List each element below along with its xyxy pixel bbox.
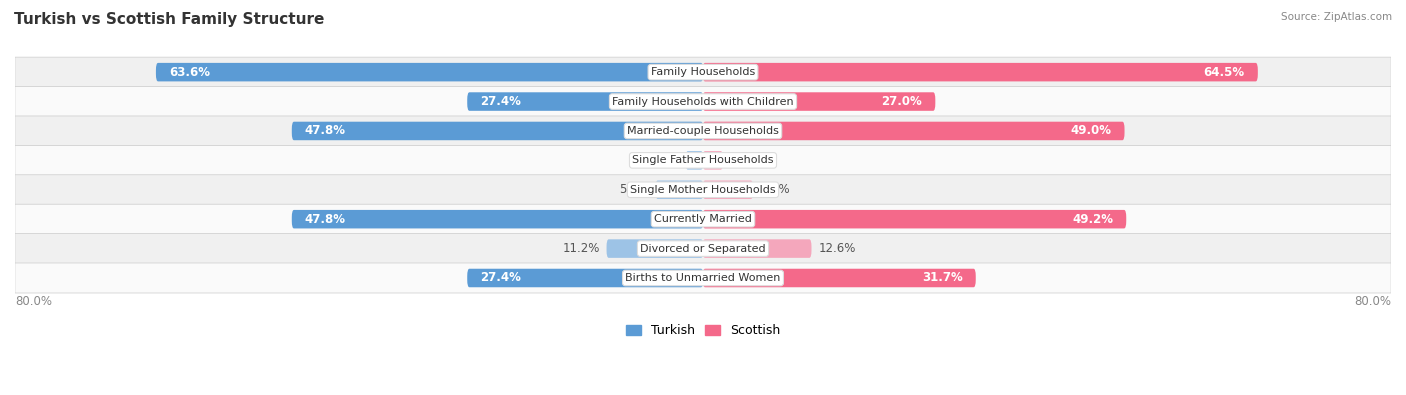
FancyBboxPatch shape xyxy=(703,151,723,169)
FancyBboxPatch shape xyxy=(15,204,1391,234)
FancyBboxPatch shape xyxy=(703,181,754,199)
FancyBboxPatch shape xyxy=(15,57,1391,87)
FancyBboxPatch shape xyxy=(15,263,1391,293)
FancyBboxPatch shape xyxy=(703,239,811,258)
Text: Family Households with Children: Family Households with Children xyxy=(612,96,794,107)
FancyBboxPatch shape xyxy=(703,122,1125,140)
Text: 11.2%: 11.2% xyxy=(562,242,600,255)
Text: Family Households: Family Households xyxy=(651,67,755,77)
Text: 5.8%: 5.8% xyxy=(759,183,789,196)
FancyBboxPatch shape xyxy=(156,63,703,81)
Text: Married-couple Households: Married-couple Households xyxy=(627,126,779,136)
Legend: Turkish, Scottish: Turkish, Scottish xyxy=(621,320,785,342)
FancyBboxPatch shape xyxy=(15,87,1391,117)
FancyBboxPatch shape xyxy=(15,175,1391,205)
Text: 27.4%: 27.4% xyxy=(481,95,522,108)
Text: 64.5%: 64.5% xyxy=(1204,66,1244,79)
Text: 80.0%: 80.0% xyxy=(1354,295,1391,308)
Text: 2.3%: 2.3% xyxy=(730,154,759,167)
FancyBboxPatch shape xyxy=(606,239,703,258)
Text: 49.0%: 49.0% xyxy=(1070,124,1112,137)
FancyBboxPatch shape xyxy=(686,151,703,169)
Text: 49.2%: 49.2% xyxy=(1073,213,1114,226)
FancyBboxPatch shape xyxy=(15,145,1391,175)
Text: Turkish vs Scottish Family Structure: Turkish vs Scottish Family Structure xyxy=(14,12,325,27)
FancyBboxPatch shape xyxy=(15,116,1391,146)
Text: 80.0%: 80.0% xyxy=(15,295,52,308)
Text: Births to Unmarried Women: Births to Unmarried Women xyxy=(626,273,780,283)
Text: 27.0%: 27.0% xyxy=(882,95,922,108)
Text: Source: ZipAtlas.com: Source: ZipAtlas.com xyxy=(1281,12,1392,22)
Text: 27.4%: 27.4% xyxy=(481,271,522,284)
Text: 47.8%: 47.8% xyxy=(305,124,346,137)
FancyBboxPatch shape xyxy=(15,233,1391,263)
Text: 2.0%: 2.0% xyxy=(650,154,679,167)
FancyBboxPatch shape xyxy=(703,210,1126,228)
Text: 47.8%: 47.8% xyxy=(305,213,346,226)
Text: 63.6%: 63.6% xyxy=(169,66,209,79)
FancyBboxPatch shape xyxy=(703,269,976,287)
Text: 12.6%: 12.6% xyxy=(818,242,856,255)
FancyBboxPatch shape xyxy=(292,122,703,140)
Text: Single Father Households: Single Father Households xyxy=(633,155,773,166)
Text: 31.7%: 31.7% xyxy=(922,271,963,284)
FancyBboxPatch shape xyxy=(655,181,703,199)
FancyBboxPatch shape xyxy=(703,63,1258,81)
Text: Divorced or Separated: Divorced or Separated xyxy=(640,244,766,254)
Text: 5.5%: 5.5% xyxy=(619,183,648,196)
FancyBboxPatch shape xyxy=(467,92,703,111)
FancyBboxPatch shape xyxy=(292,210,703,228)
FancyBboxPatch shape xyxy=(703,92,935,111)
Text: Currently Married: Currently Married xyxy=(654,214,752,224)
Text: Single Mother Households: Single Mother Households xyxy=(630,185,776,195)
FancyBboxPatch shape xyxy=(467,269,703,287)
